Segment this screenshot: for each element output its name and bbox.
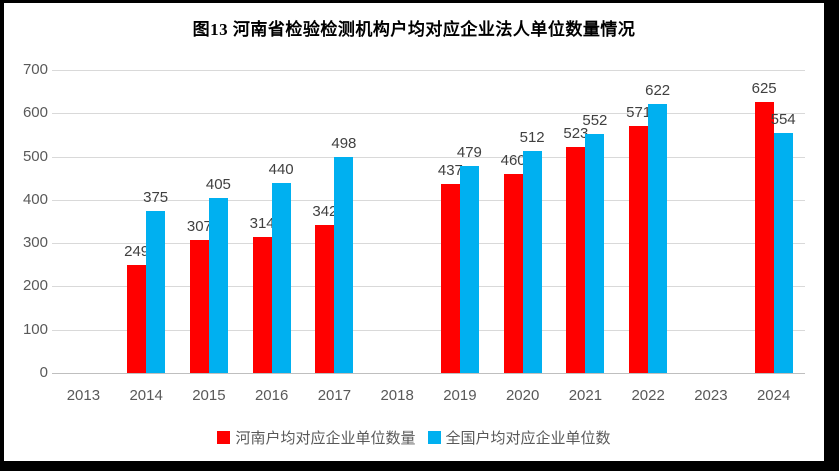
y-tick-label: 600 bbox=[22, 104, 48, 122]
y-tick-label: 100 bbox=[22, 320, 48, 338]
bar-2022-henan bbox=[629, 125, 649, 373]
bar-value-label: 249 bbox=[124, 243, 150, 261]
y-tick-label: 300 bbox=[22, 234, 48, 252]
bar-value-label: 342 bbox=[312, 202, 338, 220]
bar-2015-henan bbox=[189, 240, 209, 373]
x-tick-label: 2016 bbox=[254, 387, 289, 404]
legend-label: 全国户均对应企业单位数 bbox=[445, 430, 611, 447]
legend-label: 河南户均对应企业单位数量 bbox=[235, 430, 416, 447]
gridline bbox=[52, 243, 805, 245]
bar-value-label: 440 bbox=[268, 160, 294, 178]
bar-value-label: 622 bbox=[645, 81, 671, 99]
x-tick-label: 2015 bbox=[192, 387, 226, 404]
gridline bbox=[52, 156, 805, 158]
bar-value-label: 479 bbox=[456, 143, 482, 161]
bar-2024-national bbox=[773, 133, 793, 373]
bar-2020-henan bbox=[503, 173, 523, 373]
bar-2014-henan bbox=[127, 265, 147, 373]
y-tick-label: 200 bbox=[22, 277, 48, 295]
bar-2024-henan bbox=[754, 102, 774, 373]
bar-value-label: 512 bbox=[519, 129, 545, 147]
gridline bbox=[52, 373, 805, 374]
x-tick-label: 2013 bbox=[66, 387, 101, 404]
gridline bbox=[52, 113, 805, 115]
x-tick-label: 2023 bbox=[694, 387, 728, 404]
bar-2016-henan bbox=[252, 237, 272, 373]
legend-item-national: 全国户均对应企业单位数 bbox=[427, 427, 611, 448]
x-tick-label: 2018 bbox=[380, 387, 414, 404]
bar-value-label: 460 bbox=[500, 151, 526, 169]
bar-value-label: 375 bbox=[143, 188, 169, 206]
bar-2022-national bbox=[648, 103, 668, 373]
legend-swatch bbox=[427, 431, 441, 444]
bar-2015-national bbox=[208, 197, 228, 373]
x-tick-label: 2014 bbox=[129, 387, 163, 404]
bar-2020-national bbox=[522, 151, 542, 373]
plot-area: 0 100 200 300 400 500 600 700 2013 2014 249 375 2015… bbox=[4, 3, 824, 461]
bar-2014-national bbox=[146, 210, 166, 373]
bar-value-label: 552 bbox=[582, 112, 608, 130]
x-tick-label: 2021 bbox=[568, 387, 603, 404]
x-tick-label: 2020 bbox=[505, 387, 540, 404]
legend-item-henan: 河南户均对应企业单位数量 bbox=[217, 427, 416, 448]
x-tick-label: 2022 bbox=[631, 387, 665, 404]
bar-2017-national bbox=[334, 157, 354, 373]
bar-value-label: 437 bbox=[437, 161, 463, 179]
bar-2017-henan bbox=[315, 224, 335, 373]
gridline bbox=[52, 329, 805, 331]
x-tick-label: 2017 bbox=[317, 387, 352, 404]
bar-2021-henan bbox=[566, 146, 586, 373]
bar-value-label: 554 bbox=[770, 111, 796, 129]
bar-value-label: 498 bbox=[331, 135, 357, 153]
y-tick-label: 500 bbox=[22, 147, 48, 165]
bar-value-label: 307 bbox=[186, 218, 212, 236]
bar-2019-national bbox=[459, 165, 479, 373]
gridline bbox=[52, 199, 805, 201]
legend-swatch bbox=[217, 431, 231, 444]
bar-value-label: 571 bbox=[626, 103, 652, 121]
bar-2021-national bbox=[585, 134, 605, 373]
legend: 河南户均对应企业单位数量 全国户均对应企业单位数 bbox=[4, 427, 824, 448]
chart-title: 图13 河南省检验检测机构户均对应企业法人单位数量情况 bbox=[192, 20, 636, 39]
bar-2019-henan bbox=[440, 183, 460, 373]
x-tick-label: 2019 bbox=[443, 387, 477, 404]
bar-value-label: 314 bbox=[249, 215, 275, 233]
bar-value-label: 405 bbox=[205, 175, 231, 193]
gridline bbox=[52, 286, 805, 288]
y-tick-label: 700 bbox=[22, 61, 48, 78]
x-tick-label: 2024 bbox=[756, 387, 791, 404]
bar-2016-national bbox=[271, 182, 291, 373]
bar-value-label: 523 bbox=[563, 124, 589, 142]
bar-value-label: 625 bbox=[751, 80, 777, 98]
y-tick-label: 400 bbox=[22, 190, 48, 208]
gridline bbox=[52, 70, 805, 71]
y-tick-label: 0 bbox=[39, 364, 48, 381]
